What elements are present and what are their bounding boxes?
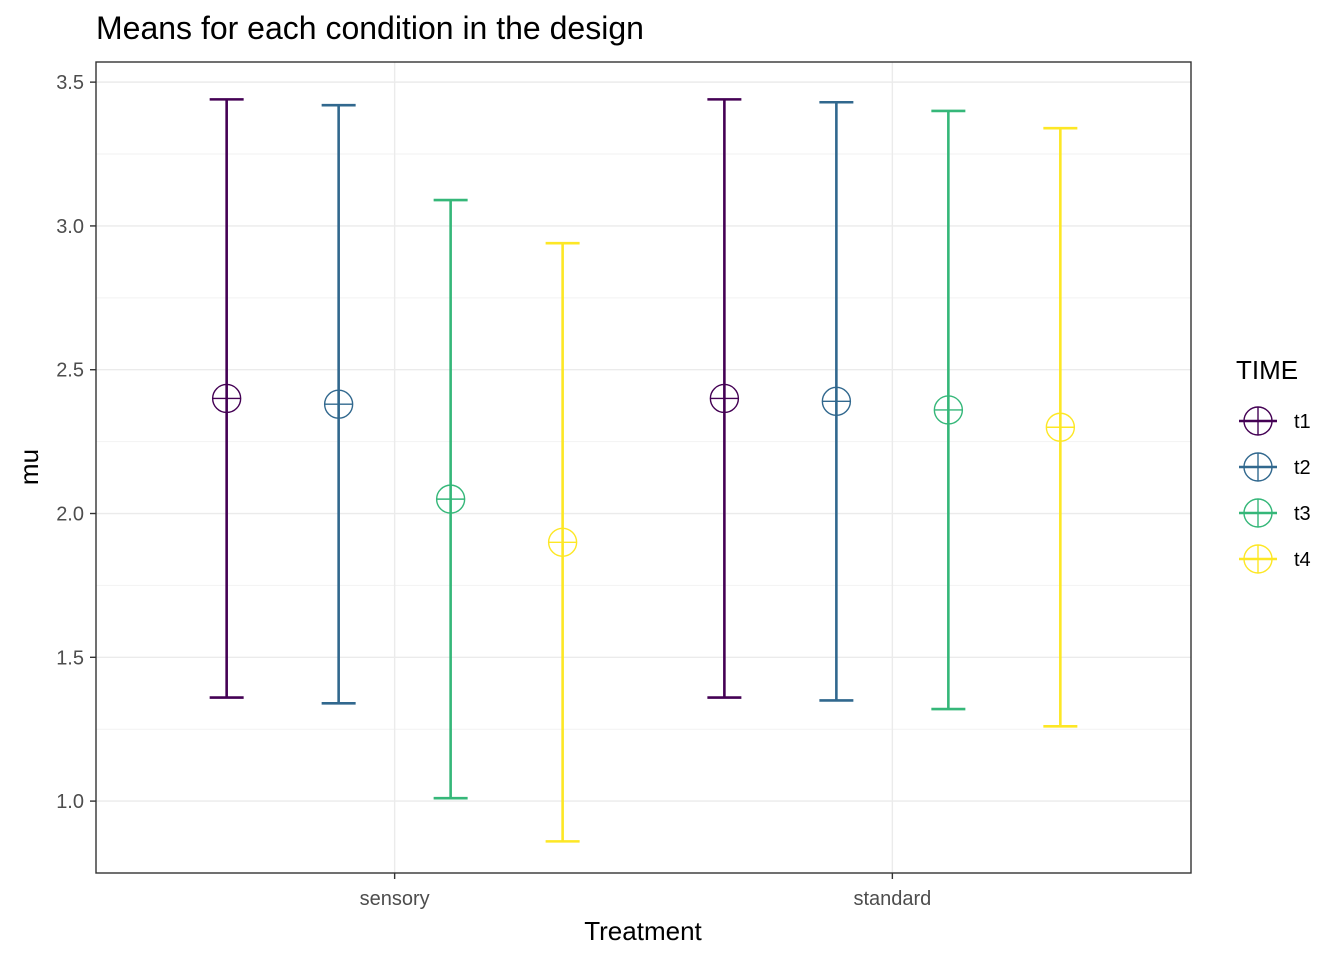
y-axis: 1.0 1.5 2.0 2.5 3.0 3.5 xyxy=(56,72,96,813)
y-tick-label: 2.5 xyxy=(56,360,84,382)
series-layer xyxy=(209,98,1078,843)
mean-point-t4-sensory xyxy=(547,527,578,557)
y-axis-title: mu xyxy=(14,449,44,485)
legend: TIME t1 t2 t3 t4 xyxy=(1236,355,1311,574)
legend-title: TIME xyxy=(1236,355,1298,385)
grid-minor xyxy=(96,153,1191,730)
legend-label: t2 xyxy=(1294,457,1311,479)
y-tick-label: 2.0 xyxy=(56,504,84,526)
y-tick-label: 1.0 xyxy=(56,791,84,813)
mean-point-t4-standard xyxy=(1045,412,1076,442)
legend-item-t1: t1 xyxy=(1239,406,1311,436)
grid-major xyxy=(96,62,1191,873)
x-axis: sensory standard xyxy=(360,873,931,910)
x-axis-title: Treatment xyxy=(584,916,702,946)
x-tick-label: sensory xyxy=(360,888,430,910)
legend-label: t1 xyxy=(1294,411,1311,433)
legend-item-t2: t2 xyxy=(1239,452,1311,482)
mean-point-t3-sensory xyxy=(435,484,466,514)
y-tick-label: 1.5 xyxy=(56,647,84,669)
series-t4 xyxy=(545,126,1078,843)
legend-item-t3: t3 xyxy=(1239,498,1311,528)
y-tick-label: 3.0 xyxy=(56,216,84,238)
mean-point-t3-standard xyxy=(933,395,964,425)
mean-point-t1-standard xyxy=(709,383,740,414)
series-t1 xyxy=(209,98,742,699)
chart-title: Means for each condition in the design xyxy=(96,10,644,46)
legend-label: t4 xyxy=(1294,549,1311,571)
y-tick-label: 3.5 xyxy=(56,72,84,94)
plot-panel-background xyxy=(96,62,1191,873)
series-t2 xyxy=(321,100,854,705)
mean-point-t1-sensory xyxy=(211,383,242,414)
mean-point-t2-standard xyxy=(821,386,852,417)
x-tick-label: standard xyxy=(853,888,931,910)
series-t3 xyxy=(433,109,966,800)
plot-panel-border xyxy=(95,61,1192,874)
mean-point-t2-sensory xyxy=(323,389,354,419)
legend-item-t4: t4 xyxy=(1239,544,1311,574)
legend-label: t3 xyxy=(1294,503,1311,525)
